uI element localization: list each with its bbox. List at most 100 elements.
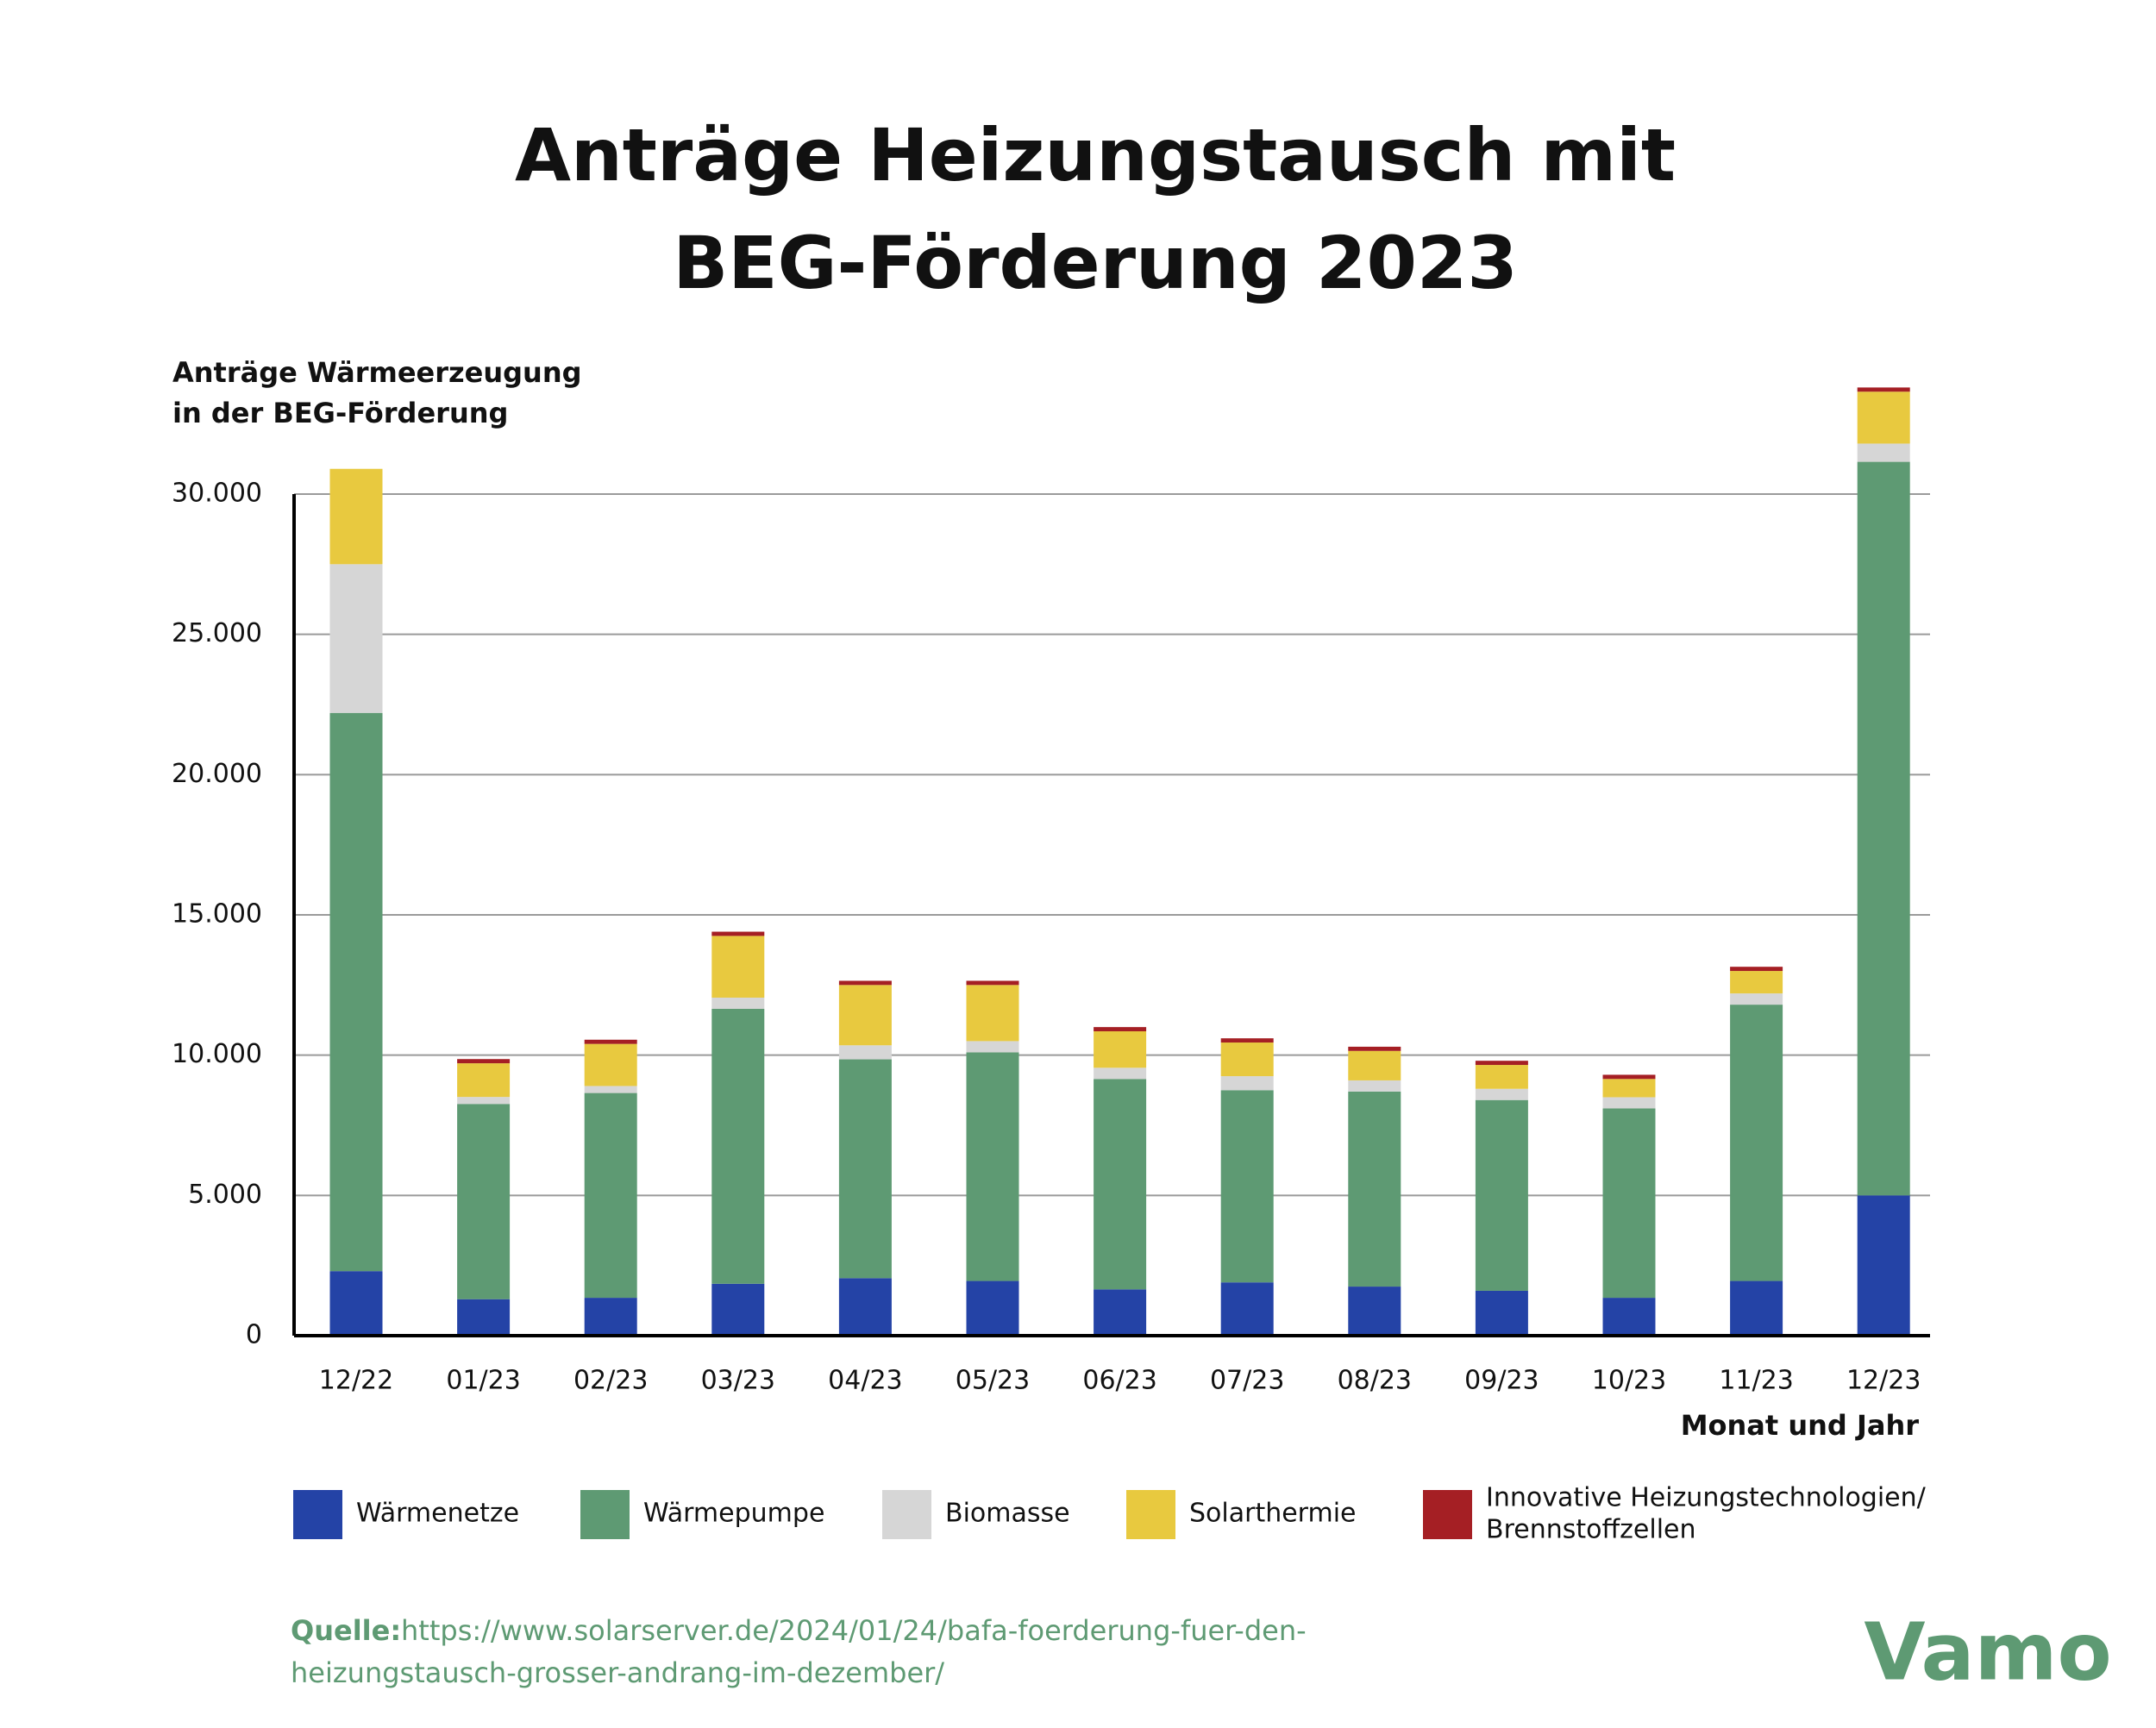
bar-segment bbox=[966, 1041, 1019, 1053]
x-tick-label: 09/23 bbox=[1464, 1366, 1539, 1396]
bar-segment bbox=[1348, 1287, 1401, 1336]
bar-segment bbox=[838, 980, 892, 986]
bar-segment bbox=[1475, 1099, 1528, 1291]
bar-segment bbox=[711, 936, 765, 998]
legend-label: Innovative Heizungstechnologien/ bbox=[1486, 1483, 1927, 1513]
bar-segment bbox=[1475, 1290, 1528, 1336]
bar-segment bbox=[1602, 1108, 1656, 1299]
bar-segment bbox=[1348, 1050, 1401, 1080]
legend-label: Wärmepumpe bbox=[643, 1499, 824, 1529]
bar-segment bbox=[1730, 967, 1783, 972]
bar-segment bbox=[1475, 1088, 1528, 1100]
x-axis-label: Monat und Jahr bbox=[1681, 1409, 1920, 1442]
bar-segment bbox=[329, 1271, 383, 1336]
legend-swatch bbox=[293, 1490, 342, 1539]
bar-segment bbox=[711, 997, 765, 1009]
bar-segment bbox=[1348, 1091, 1401, 1287]
bar-segment bbox=[1602, 1074, 1656, 1080]
bar-segment bbox=[329, 468, 383, 565]
bar-segment bbox=[1857, 387, 1910, 392]
y-tick-label: 0 bbox=[246, 1320, 262, 1350]
bar-segment bbox=[584, 1298, 637, 1336]
legend-label: Solarthermie bbox=[1189, 1499, 1357, 1529]
bar-segment bbox=[584, 1039, 637, 1044]
bar-segment bbox=[1348, 1080, 1401, 1092]
x-tick-label: 04/23 bbox=[828, 1366, 902, 1396]
bar-segment bbox=[1094, 1027, 1147, 1032]
y-tick-label: 25.000 bbox=[172, 618, 262, 648]
bar-segment bbox=[1602, 1097, 1656, 1109]
x-tick-label: 12/22 bbox=[319, 1366, 393, 1396]
bar-segment bbox=[1220, 1282, 1274, 1336]
bar-segment bbox=[1475, 1061, 1528, 1066]
bar-segment bbox=[457, 1059, 511, 1064]
legend-label: Wärmenetze bbox=[356, 1499, 519, 1529]
y-tick-label: 20.000 bbox=[172, 759, 262, 789]
bar-segment bbox=[457, 1299, 511, 1336]
bar-segment bbox=[838, 1059, 892, 1279]
bar-segment bbox=[1602, 1079, 1656, 1098]
y-tick-label: 10.000 bbox=[172, 1039, 262, 1069]
x-tick-label: 07/23 bbox=[1210, 1366, 1284, 1396]
bar-segment bbox=[711, 931, 765, 936]
y-tick-label: 15.000 bbox=[172, 899, 262, 930]
bar-segment bbox=[1730, 971, 1783, 994]
bar-segment bbox=[1730, 1005, 1783, 1281]
bar-segment bbox=[1475, 1065, 1528, 1089]
bar-segment bbox=[329, 564, 383, 713]
bar-segment bbox=[966, 985, 1019, 1042]
bar-segment bbox=[1094, 1067, 1147, 1080]
bar-segment bbox=[1857, 1195, 1910, 1336]
x-tick-label: 01/23 bbox=[446, 1366, 520, 1396]
bar-segment bbox=[1220, 1038, 1274, 1043]
legend-swatch bbox=[580, 1490, 630, 1539]
legend-swatch bbox=[1126, 1490, 1175, 1539]
logo: Vamo bbox=[1864, 1606, 2111, 1698]
x-tick-label: 12/23 bbox=[1846, 1366, 1921, 1396]
bar-segment bbox=[457, 1097, 511, 1105]
legend-label: Brennstoffzellen bbox=[1486, 1515, 1696, 1545]
bar-segment bbox=[457, 1063, 511, 1098]
x-tick-label: 08/23 bbox=[1338, 1366, 1412, 1396]
bar-segment bbox=[1220, 1090, 1274, 1283]
source-label: Quelle: bbox=[291, 1614, 401, 1647]
bar-segment bbox=[711, 1283, 765, 1336]
y-tick-label: 5.000 bbox=[188, 1180, 262, 1210]
x-tick-label: 11/23 bbox=[1719, 1366, 1793, 1396]
y-axis-label: in der BEG-Förderung bbox=[172, 397, 508, 429]
bar-segment bbox=[1348, 1046, 1401, 1051]
x-tick-label: 02/23 bbox=[573, 1366, 648, 1396]
bar-segment bbox=[584, 1043, 637, 1086]
chart-title: Anträge Heizungstausch mit bbox=[515, 113, 1676, 197]
chart-title: BEG-Förderung 2023 bbox=[673, 221, 1518, 305]
x-tick-label: 03/23 bbox=[701, 1366, 775, 1396]
source-url: heizungstausch-grosser-andrang-im-dezemb… bbox=[291, 1656, 944, 1689]
bar-segment bbox=[838, 1045, 892, 1060]
source-url: https://www.solarserver.de/2024/01/24/ba… bbox=[401, 1614, 1307, 1647]
bar-segment bbox=[838, 985, 892, 1046]
bar-segment bbox=[1602, 1298, 1656, 1336]
bar-segment bbox=[1857, 443, 1910, 462]
bar-segment bbox=[838, 1278, 892, 1336]
bar-segment bbox=[584, 1086, 637, 1093]
bar-segment bbox=[1094, 1289, 1147, 1336]
bar-segment bbox=[584, 1093, 637, 1299]
bar-segment bbox=[1094, 1031, 1147, 1068]
bar-segment bbox=[1220, 1042, 1274, 1077]
bar-segment bbox=[1857, 391, 1910, 444]
x-tick-label: 05/23 bbox=[956, 1366, 1030, 1396]
y-axis-label: Anträge Wärmeerzeugung bbox=[172, 356, 582, 389]
x-tick-label: 10/23 bbox=[1592, 1366, 1666, 1396]
legend-swatch bbox=[882, 1490, 931, 1539]
x-tick-label: 06/23 bbox=[1082, 1366, 1156, 1396]
bar-segment bbox=[966, 1280, 1019, 1336]
bar-segment bbox=[966, 980, 1019, 986]
bar-segment bbox=[1730, 1280, 1783, 1336]
bar-segment bbox=[329, 712, 383, 1272]
bar-segment bbox=[1857, 461, 1910, 1196]
bar-segment bbox=[1094, 1079, 1147, 1290]
bar-segment bbox=[457, 1104, 511, 1299]
bar-segment bbox=[711, 1008, 765, 1284]
bar-segment bbox=[1730, 993, 1783, 1005]
